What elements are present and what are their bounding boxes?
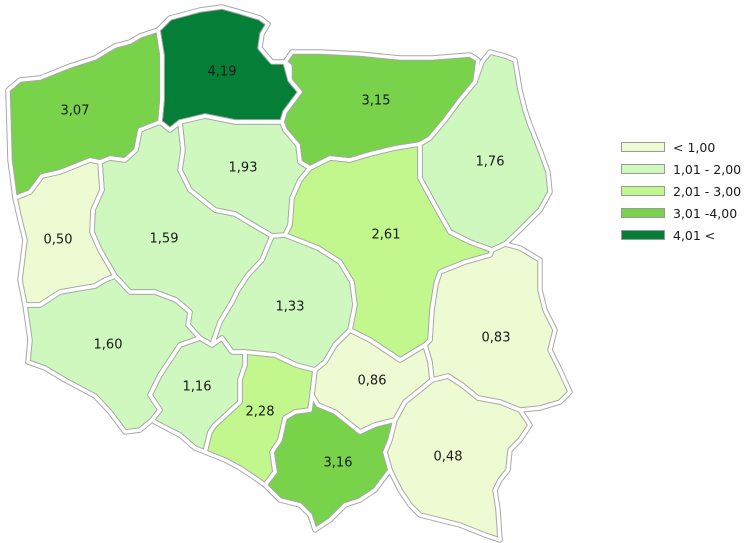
legend-item: 4,01 < [621,224,741,246]
region-border-podlaskie [418,50,552,252]
legend-swatch [621,164,665,174]
region-value-podlaskie: 1,76 [476,155,505,170]
legend-item: 2,01 - 3,00 [621,180,741,202]
region-value-mazowieckie: 2,61 [372,228,401,243]
legend-label: 1,01 - 2,00 [673,161,742,177]
legend-label: 3,01 -4,00 [673,205,738,221]
legend-swatch [621,208,665,218]
map-legend: < 1,00 1,01 - 2,00 2,01 - 3,00 3,01 -4,00 4,… [621,136,741,246]
legend-item: 3,01 -4,00 [621,202,741,224]
legend-swatch [621,186,665,196]
region-value-opolskie: 1,16 [183,380,212,395]
region-value-slaskie: 2,28 [246,405,275,420]
region-value-malopolskie: 3,16 [324,456,353,471]
region-value-lodzkie: 1,33 [276,300,305,315]
legend-item: < 1,00 [621,136,741,158]
region-border-malopolskie [263,393,397,532]
region-value-warminsko-mazurskie: 3,15 [362,94,391,109]
region-value-lubelskie: 0,83 [482,331,511,346]
legend-label: 4,01 < [673,227,716,243]
region-value-pomorskie: 4,19 [208,65,237,80]
legend-item: 1,01 - 2,00 [621,158,741,180]
legend-label: 2,01 - 3,00 [673,183,742,199]
region-value-lubuskie: 0,50 [44,233,73,248]
region-border-podkarpackie [383,374,532,542]
region-value-swietokrzyskie: 0,86 [358,374,387,389]
region-border-opolskie [148,336,247,454]
region-value-kujawsko-pomorskie: 1,93 [229,161,258,176]
region-value-podkarpackie: 0,48 [434,450,463,465]
region-value-dolnoslaskie: 1,60 [94,338,123,353]
region-value-wielkopolskie: 1,59 [150,232,179,247]
legend-swatch [621,142,665,152]
legend-label: < 1,00 [673,139,716,155]
region-value-zachodniopomorskie: 3,07 [61,104,90,119]
legend-swatch [621,230,665,240]
